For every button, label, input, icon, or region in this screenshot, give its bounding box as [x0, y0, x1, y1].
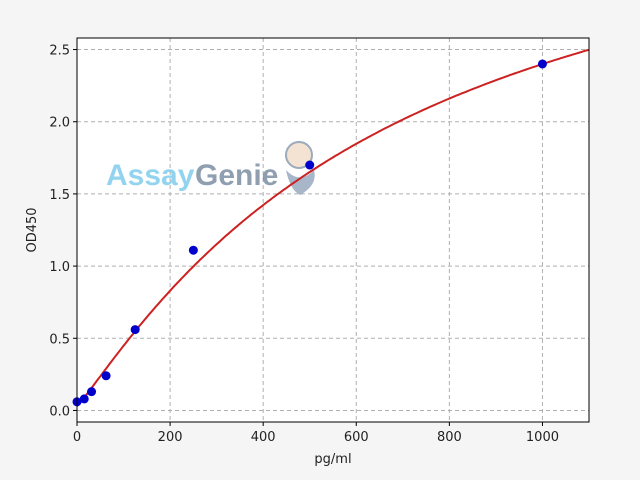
fit-curve: [76, 48, 590, 407]
data-point: [79, 394, 89, 404]
grid: [76, 38, 589, 422]
plot-frame: [76, 37, 590, 423]
y-tick-label: 2.5: [49, 44, 70, 59]
y-axis-ticks: 0.0 0.5 1.0 1.5 2.0 2.5: [49, 44, 77, 419]
data-point: [130, 325, 140, 335]
y-tick-label: 0.0: [49, 404, 70, 419]
data-points: [72, 59, 547, 407]
data-point: [188, 245, 198, 255]
plot-area: [77, 38, 589, 422]
x-axis-label: pg/ml: [314, 452, 351, 467]
data-point: [305, 160, 315, 170]
data-point: [101, 371, 111, 381]
x-tick-label: 200: [158, 430, 183, 445]
y-tick-label: 1.5: [49, 188, 70, 203]
x-tick-label: 400: [251, 430, 276, 445]
y-tick-label: 2.0: [49, 116, 70, 131]
x-axis-ticks: 0 200 400 600 800 1000: [73, 422, 559, 445]
svg-text:Genie: Genie: [195, 159, 278, 192]
svg-text:Assay: Assay: [106, 159, 195, 192]
y-tick-label: 0.5: [49, 332, 70, 347]
assaygenie-watermark-logo: Assay Genie: [106, 141, 315, 195]
x-tick-label: 0: [73, 430, 81, 445]
data-point: [537, 59, 547, 69]
x-tick-label: 600: [344, 430, 369, 445]
y-axis-label: OD450: [25, 207, 40, 252]
y-tick-label: 1.0: [49, 260, 70, 275]
x-tick-label: 1000: [526, 430, 559, 445]
x-tick-label: 800: [437, 430, 462, 445]
data-point: [87, 387, 97, 397]
